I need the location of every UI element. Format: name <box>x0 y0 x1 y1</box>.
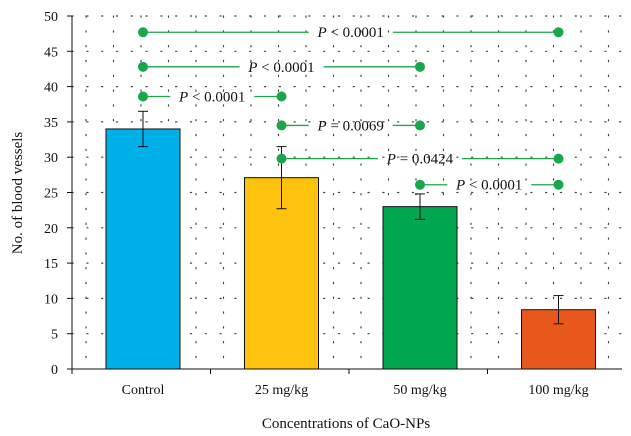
y-tick-label: 15 <box>44 257 58 272</box>
y-tick-label: 30 <box>44 151 58 166</box>
bar <box>244 177 319 370</box>
comparison-dot <box>553 179 564 190</box>
y-tick-label: 40 <box>44 81 58 96</box>
y-tick-label: 45 <box>44 45 58 60</box>
comparison-dot <box>415 61 425 72</box>
x-tick-label: 100 mg/kg <box>528 383 588 398</box>
comparison-bracket: P < 0.0001 <box>138 89 287 105</box>
x-tick-label: Control <box>122 383 165 398</box>
p-value-label: P < 0.0001 <box>317 25 384 41</box>
comparison-bracket: P = 0.0424 <box>276 152 564 168</box>
x-tick-label: 50 mg/kg <box>393 383 446 398</box>
x-axis-label: Concentrations of CaO-NPs <box>262 416 430 432</box>
comparison-dot <box>138 91 148 102</box>
y-tick-label: 20 <box>44 222 58 237</box>
bar-layer <box>105 110 596 370</box>
p-value-label: P < 0.0001 <box>178 89 245 105</box>
comparison-bracket: P = 0.0069 <box>276 118 425 134</box>
p-value-label: P = 0.0069 <box>317 118 384 134</box>
y-tick-label: 10 <box>44 292 58 307</box>
p-value-label: P = 0.0424 <box>386 152 454 168</box>
p-value-label: P < 0.0001 <box>247 60 314 76</box>
comparison-dot <box>276 120 287 131</box>
y-tick-label: 0 <box>51 363 58 378</box>
comparison-dot <box>276 91 287 102</box>
y-tick-label: 5 <box>51 328 58 343</box>
bar <box>382 206 458 370</box>
axis-layer: 0 5 10 15 20 25 30 35 40 45 50 Control 25 mg/kg 50 mg… <box>44 10 622 398</box>
comparison-dot <box>553 27 564 38</box>
comparison-bracket: P < 0.0001 <box>138 25 564 41</box>
y-axis-label: No. of blood vessels <box>10 132 26 255</box>
y-tick-label: 35 <box>44 116 58 131</box>
comparison-dot <box>276 153 287 164</box>
comparison-dot <box>415 179 425 190</box>
p-value-label: P < 0.0001 <box>455 178 522 194</box>
x-tick-label: 25 mg/kg <box>255 383 308 398</box>
y-tick-label: 50 <box>44 10 58 25</box>
bar <box>105 128 181 370</box>
comparison-bracket: P < 0.0001 <box>415 178 564 194</box>
comparison-bracket: P < 0.0001 <box>138 60 425 76</box>
comparison-dot <box>138 27 148 38</box>
comparison-dot <box>553 153 564 164</box>
grid-layer <box>71 15 623 370</box>
comparison-dot <box>138 61 148 72</box>
comparison-dot <box>415 120 425 131</box>
y-tick-label: 25 <box>44 187 58 202</box>
